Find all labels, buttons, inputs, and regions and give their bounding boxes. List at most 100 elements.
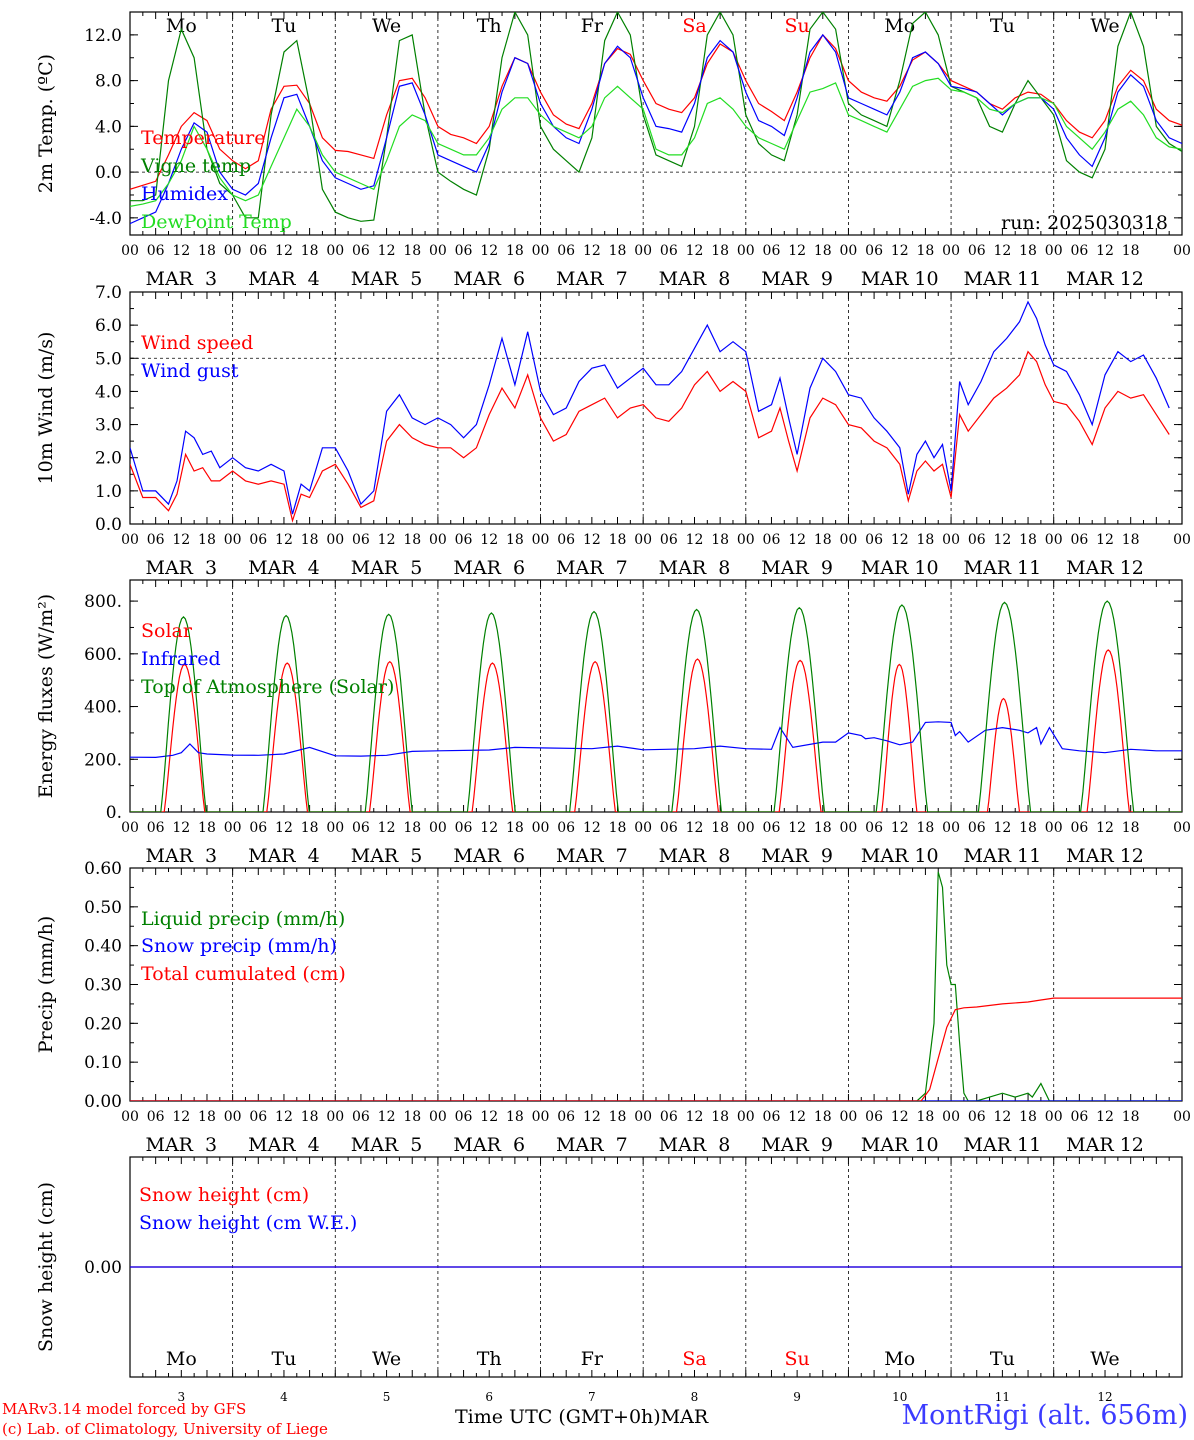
series-line-wind-speed xyxy=(130,350,1170,523)
hour-tick-label: 00 xyxy=(224,532,242,548)
hour-tick-label: 06 xyxy=(968,820,986,836)
legend-entry: Snow precip (mm/h) xyxy=(141,935,337,957)
y-tick-label: 0.60 xyxy=(84,859,122,879)
date-label: MAR 4 xyxy=(248,1134,320,1156)
hour-tick-label: 06 xyxy=(147,820,165,836)
hour-tick-label: 18 xyxy=(1122,532,1140,548)
hour-tick-label: 18 xyxy=(1122,1109,1140,1125)
hour-tick-label: 00 xyxy=(840,1109,858,1125)
hour-tick-label: 18 xyxy=(609,243,627,259)
hour-tick-label: 06 xyxy=(865,820,883,836)
hour-tick-label: 18 xyxy=(711,532,729,548)
y-tick-label: 0. xyxy=(106,803,122,823)
hour-tick-label: 00 xyxy=(840,532,858,548)
hour-tick-label: 00 xyxy=(1173,532,1191,548)
series-line-total-cumulated-cm xyxy=(130,997,1182,1101)
y-tick-label: 0.20 xyxy=(84,1014,122,1034)
date-label: MAR 8 xyxy=(659,268,731,290)
hour-tick-label: 18 xyxy=(609,532,627,548)
hour-tick-label: 00 xyxy=(326,820,344,836)
date-label: MAR 5 xyxy=(351,845,423,867)
hour-tick-label: 00 xyxy=(1045,532,1063,548)
run-label: run: 2025030318 xyxy=(1001,212,1168,234)
hour-tick-label: 18 xyxy=(1019,243,1037,259)
hour-tick-label: 00 xyxy=(326,243,344,259)
y-tick-label: 0.00 xyxy=(84,1258,122,1278)
hour-tick-label: 18 xyxy=(403,1109,421,1125)
snow-height-panel: 0.00 Snow height (cm) Mo 3 Tu 4 We 5 Th 6 Fr 7 Sa 8 Su… xyxy=(35,1156,1183,1404)
hour-tick-label: 00 xyxy=(429,532,447,548)
date-label: MAR 4 xyxy=(248,557,320,579)
hour-tick-label: 12 xyxy=(891,243,909,259)
hour-tick-label: 06 xyxy=(557,532,575,548)
date-label: MAR 10 xyxy=(861,557,939,579)
y-tick-label: 0.30 xyxy=(84,976,122,996)
date-label: MAR 4 xyxy=(248,268,320,290)
hour-tick-label: 06 xyxy=(968,1109,986,1125)
hour-tick-label: 12 xyxy=(788,243,806,259)
y-tick-label: 200. xyxy=(84,750,122,770)
legend-entry: Solar xyxy=(141,620,193,642)
hour-tick-label: 12 xyxy=(686,532,704,548)
date-label: MAR 6 xyxy=(453,1134,525,1156)
hour-tick-label: 00 xyxy=(532,532,550,548)
hour-tick-label: 06 xyxy=(249,532,267,548)
day-number-label: 10 xyxy=(892,1390,907,1404)
hour-tick-label: 12 xyxy=(788,820,806,836)
legend-entry: Vigne temp xyxy=(140,155,251,177)
hour-tick-label: 00 xyxy=(121,820,139,836)
legend-entry: Wind speed xyxy=(141,332,253,354)
series-line-dewpoint-temp xyxy=(130,77,1182,207)
date-label: MAR 8 xyxy=(659,1134,731,1156)
weekday-label: Tu xyxy=(271,1348,296,1370)
hour-tick-label: 18 xyxy=(403,820,421,836)
hour-tick-label: 12 xyxy=(686,1109,704,1125)
series-line-solar xyxy=(130,649,1182,812)
hour-tick-label: 12 xyxy=(378,820,396,836)
y-axis-label: 2m Temp. (ºC) xyxy=(35,54,57,193)
hour-tick-label: 18 xyxy=(403,532,421,548)
series-line-infrared xyxy=(130,721,1182,759)
y-tick-label: 0.00 xyxy=(84,1092,122,1112)
hour-tick-label: 06 xyxy=(455,820,473,836)
date-label: MAR 9 xyxy=(761,1134,833,1156)
hour-tick-label: 06 xyxy=(660,243,678,259)
legend-entry: Humidex xyxy=(141,183,228,205)
hour-tick-label: 00 xyxy=(1173,243,1191,259)
date-label: MAR 9 xyxy=(761,845,833,867)
hour-tick-label: 18 xyxy=(1122,243,1140,259)
hour-tick-label: 18 xyxy=(917,243,935,259)
hour-tick-label: 18 xyxy=(301,243,319,259)
date-label: MAR 12 xyxy=(1066,557,1144,579)
hour-tick-label: 12 xyxy=(378,532,396,548)
hour-tick-label: 12 xyxy=(1096,1109,1114,1125)
weekday-label: We xyxy=(372,15,401,37)
energy-fluxes-panel: 0. 200. 400. 600. 800. Energy fluxes (W/m²) 00… xyxy=(35,579,1191,867)
hour-tick-label: 12 xyxy=(275,820,293,836)
hour-tick-label: 18 xyxy=(814,532,832,548)
hour-tick-label: 12 xyxy=(1096,820,1114,836)
y-tick-label: 5.0 xyxy=(95,349,122,369)
weekday-label: Fr xyxy=(581,15,604,37)
weekday-label: Mo xyxy=(884,15,915,37)
hour-tick-label: 18 xyxy=(917,532,935,548)
hour-tick-label: 06 xyxy=(147,532,165,548)
hour-tick-label: 18 xyxy=(609,1109,627,1125)
hour-tick-label: 12 xyxy=(172,243,190,259)
hour-tick-label: 12 xyxy=(993,532,1011,548)
y-axis-label: Snow height (cm) xyxy=(35,1182,57,1352)
hour-tick-label: 06 xyxy=(557,243,575,259)
legend-entry: Infrared xyxy=(141,648,221,670)
legend-entry: Total cumulated (cm) xyxy=(141,963,346,985)
hour-tick-label: 18 xyxy=(917,1109,935,1125)
hour-tick-label: 06 xyxy=(352,1109,370,1125)
hour-tick-label: 06 xyxy=(249,243,267,259)
date-label: MAR 3 xyxy=(145,845,217,867)
day-number-label: 5 xyxy=(383,1390,391,1404)
day-number-label: 3 xyxy=(177,1390,185,1404)
hour-tick-label: 00 xyxy=(429,1109,447,1125)
hour-tick-label: 00 xyxy=(1173,1109,1191,1125)
hour-tick-label: 12 xyxy=(1096,243,1114,259)
hour-tick-label: 00 xyxy=(634,243,652,259)
